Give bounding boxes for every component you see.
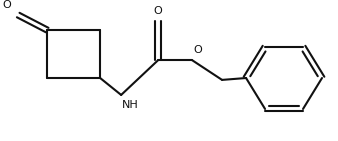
Text: NH: NH (122, 100, 139, 110)
Text: O: O (193, 45, 202, 55)
Text: O: O (154, 6, 163, 16)
Text: O: O (2, 0, 11, 10)
